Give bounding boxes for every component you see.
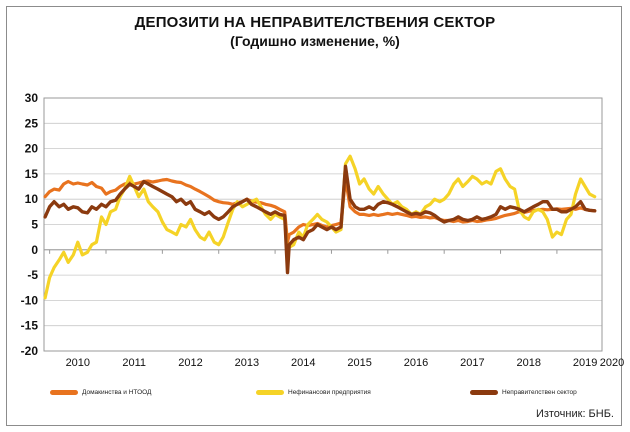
- x-tick-label: 2015: [347, 357, 371, 369]
- y-tick-label: 25: [25, 116, 39, 130]
- x-tick-label: 2019: [573, 357, 597, 369]
- plot-border: [43, 97, 603, 352]
- x-tick-label: 2017: [460, 357, 484, 369]
- chart-subtitle: (Годишно изменение, %): [230, 33, 400, 49]
- legend-item: Домакинства и НТООД: [50, 386, 151, 398]
- x-tick-label: 2020: [600, 357, 624, 369]
- x-tick-label: 2016: [404, 357, 428, 369]
- y-tick-label: 10: [25, 192, 39, 206]
- series-layer: [43, 154, 597, 300]
- y-tick-label: 30: [25, 91, 39, 105]
- x-tick-label: 2018: [516, 357, 540, 369]
- legend-swatch: [470, 389, 498, 395]
- legend-swatch: [50, 389, 78, 395]
- x-tick-label: 2010: [66, 357, 90, 369]
- x-tick-label: 2013: [235, 357, 259, 369]
- legend-label: Нефинансови предприятия: [288, 388, 371, 396]
- legend-label: Домакинства и НТООД: [82, 388, 152, 396]
- y-tick-label: 20: [25, 142, 39, 156]
- x-tick-label: 2012: [178, 357, 202, 369]
- source-note: Източник: БНБ.: [535, 408, 614, 420]
- y-tick-label: 15: [25, 167, 39, 181]
- series-line: [43, 154, 597, 300]
- y-tick-label: -10: [21, 293, 39, 307]
- series-line: [43, 164, 597, 275]
- y-tick-label: -15: [21, 319, 39, 333]
- x-tick-label: 2014: [291, 357, 315, 369]
- chart-title: ДЕПОЗИТИ НА НЕПРАВИТЕЛСТВЕНИЯ СЕКТОР: [134, 14, 496, 31]
- y-tick-label: 0: [31, 243, 38, 257]
- y-tick-label: -5: [27, 268, 38, 282]
- legend-label: Неправителствен сектор: [502, 388, 577, 396]
- legend-swatch: [256, 389, 284, 395]
- legend-item: Нефинансови предприятия: [256, 386, 371, 398]
- y-tick-label: 5: [31, 218, 38, 232]
- y-tick-label: -20: [21, 344, 39, 358]
- x-tick-label: 2011: [122, 357, 146, 369]
- legend-item: Неправителствен сектор: [470, 386, 577, 398]
